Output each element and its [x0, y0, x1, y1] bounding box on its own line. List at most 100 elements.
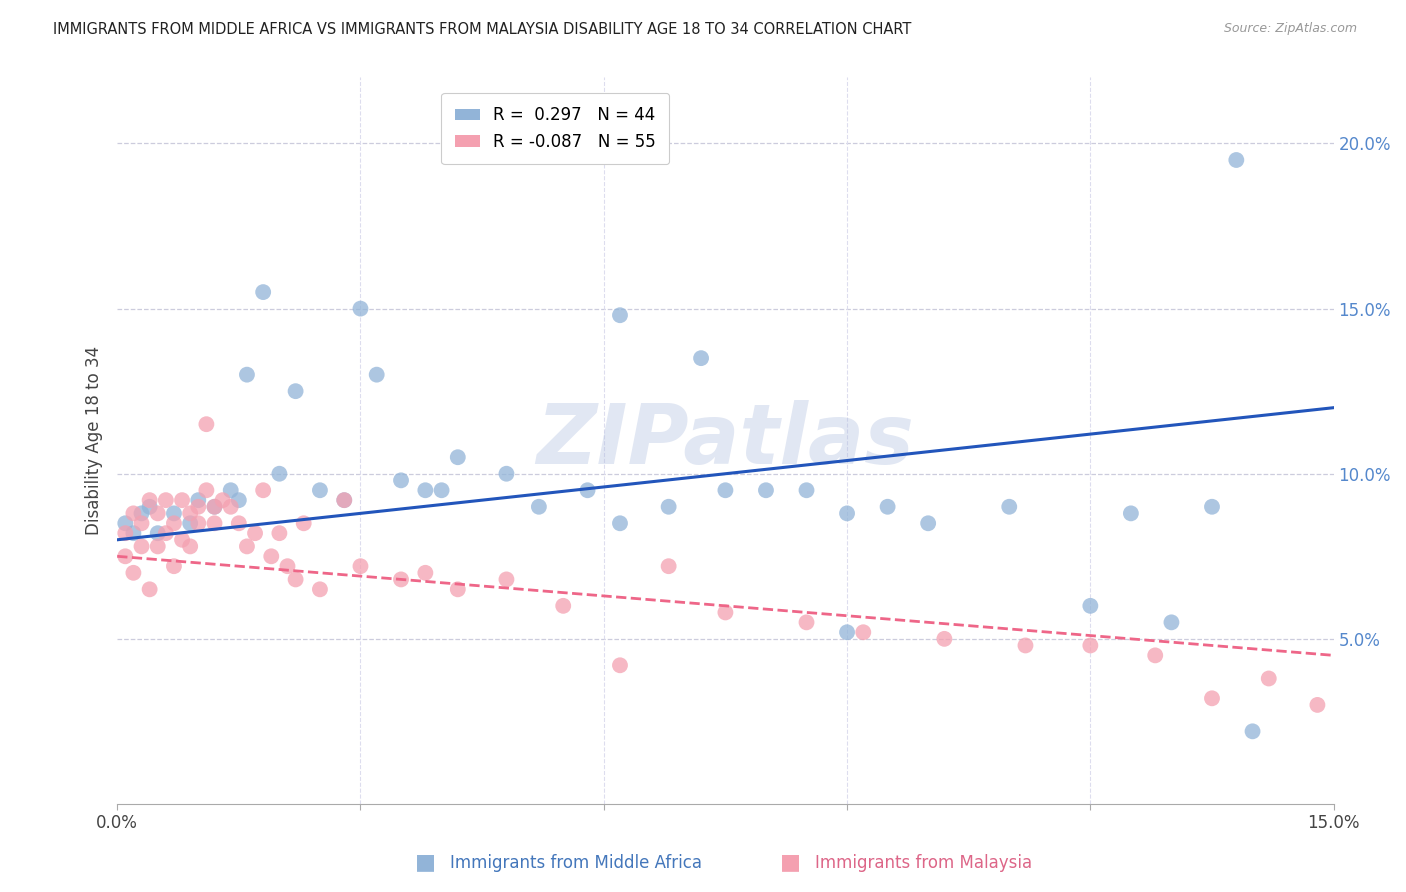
Point [269, 467, 291, 481]
Point [243, 526, 266, 541]
Point [114, 549, 136, 564]
Point [1160, 615, 1182, 630]
Point [495, 573, 517, 587]
Point [219, 500, 242, 514]
Point [131, 540, 153, 554]
Point [714, 483, 737, 498]
Point [236, 368, 259, 382]
Point [658, 500, 681, 514]
Point [179, 540, 201, 554]
Point [1257, 672, 1279, 686]
Text: Source: ZipAtlas.com: Source: ZipAtlas.com [1223, 22, 1357, 36]
Point [187, 493, 209, 508]
Point [876, 500, 898, 514]
Point [1201, 691, 1223, 706]
Point [389, 473, 412, 487]
Point [835, 507, 858, 521]
Point [366, 368, 388, 382]
Point [122, 566, 145, 580]
Point [138, 582, 160, 597]
Point [1119, 507, 1142, 521]
Legend: R =  0.297   N = 44, R = -0.087   N = 55: R = 0.297 N = 44, R = -0.087 N = 55 [441, 93, 669, 164]
Point [609, 308, 631, 322]
Point [187, 500, 209, 514]
Point [553, 599, 575, 613]
Point [114, 526, 136, 541]
Point [163, 559, 186, 574]
Point [796, 615, 818, 630]
Point [204, 500, 226, 514]
Point [252, 483, 274, 498]
Point [163, 507, 186, 521]
Point [179, 516, 201, 531]
Point [170, 533, 193, 547]
Point [415, 566, 437, 580]
Point [146, 507, 169, 521]
Text: IMMIGRANTS FROM MIDDLE AFRICA VS IMMIGRANTS FROM MALAYSIA DISABILITY AGE 18 TO 3: IMMIGRANTS FROM MIDDLE AFRICA VS IMMIGRA… [53, 22, 912, 37]
Point [204, 516, 226, 531]
Point [228, 493, 250, 508]
Text: ■: ■ [780, 853, 801, 872]
Point [349, 301, 371, 316]
Point [447, 450, 470, 465]
Text: Immigrants from Middle Africa: Immigrants from Middle Africa [450, 855, 702, 872]
Point [195, 483, 218, 498]
Point [131, 516, 153, 531]
Point [276, 559, 298, 574]
Point [576, 483, 599, 498]
Point [252, 285, 274, 299]
Y-axis label: Disability Age 18 to 34: Disability Age 18 to 34 [86, 346, 103, 535]
Point [292, 516, 315, 531]
Point [1201, 500, 1223, 514]
Point [260, 549, 283, 564]
Point [211, 493, 233, 508]
Point [179, 507, 201, 521]
Point [155, 493, 177, 508]
Point [447, 582, 470, 597]
Point [122, 526, 145, 541]
Point [917, 516, 939, 531]
Point [495, 467, 517, 481]
Point [1078, 639, 1101, 653]
Text: ■: ■ [415, 853, 436, 872]
Point [333, 493, 356, 508]
Point [1306, 698, 1329, 712]
Point [349, 559, 371, 574]
Point [1225, 153, 1247, 167]
Point [609, 658, 631, 673]
Point [138, 493, 160, 508]
Point [309, 483, 332, 498]
Point [690, 351, 713, 366]
Point [236, 540, 259, 554]
Point [934, 632, 956, 646]
Point [1078, 599, 1101, 613]
Point [219, 483, 242, 498]
Point [796, 483, 818, 498]
Point [1014, 639, 1036, 653]
Text: ZIPatlas: ZIPatlas [537, 401, 914, 481]
Point [170, 493, 193, 508]
Point [146, 526, 169, 541]
Point [131, 507, 153, 521]
Point [284, 384, 307, 399]
Point [155, 526, 177, 541]
Point [658, 559, 681, 574]
Point [389, 573, 412, 587]
Point [609, 516, 631, 531]
Point [755, 483, 778, 498]
Point [195, 417, 218, 432]
Point [284, 573, 307, 587]
Point [714, 606, 737, 620]
Point [163, 516, 186, 531]
Point [835, 625, 858, 640]
Point [122, 507, 145, 521]
Point [527, 500, 550, 514]
Point [114, 516, 136, 531]
Point [998, 500, 1021, 514]
Point [269, 526, 291, 541]
Point [146, 540, 169, 554]
Point [1144, 648, 1167, 663]
Text: Immigrants from Malaysia: Immigrants from Malaysia [815, 855, 1032, 872]
Point [1241, 724, 1264, 739]
Point [138, 500, 160, 514]
